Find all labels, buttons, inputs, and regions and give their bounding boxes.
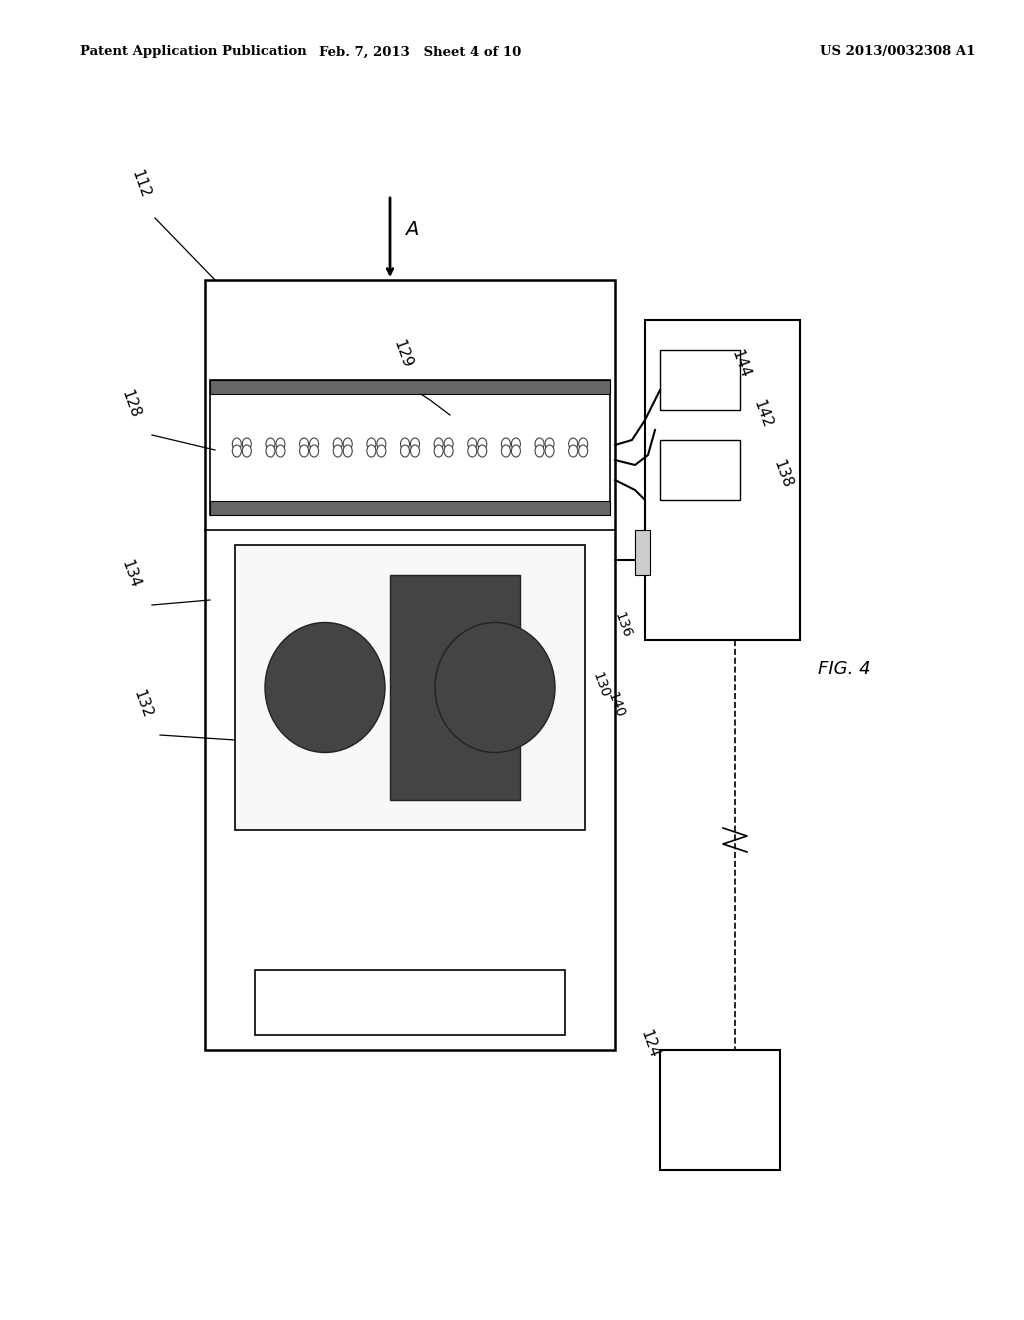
Ellipse shape — [434, 445, 443, 457]
Bar — [635, 531, 650, 576]
Ellipse shape — [536, 438, 544, 450]
Ellipse shape — [243, 445, 251, 457]
Ellipse shape — [536, 445, 544, 457]
Ellipse shape — [232, 445, 242, 457]
Ellipse shape — [502, 438, 510, 450]
Ellipse shape — [468, 445, 477, 457]
Ellipse shape — [411, 438, 420, 450]
Text: 130: 130 — [590, 671, 612, 700]
Ellipse shape — [243, 438, 251, 450]
Text: 136: 136 — [612, 610, 634, 640]
Bar — [210, 380, 610, 515]
Text: US 2013/0032308 A1: US 2013/0032308 A1 — [820, 45, 976, 58]
Ellipse shape — [300, 438, 308, 450]
Ellipse shape — [265, 623, 385, 752]
Ellipse shape — [367, 438, 376, 450]
Ellipse shape — [400, 445, 410, 457]
Text: 134: 134 — [118, 557, 142, 590]
Text: FIG. 4: FIG. 4 — [818, 660, 870, 678]
Bar — [645, 319, 800, 640]
Ellipse shape — [434, 438, 443, 450]
Text: 140: 140 — [605, 690, 627, 719]
Ellipse shape — [343, 445, 352, 457]
Ellipse shape — [400, 438, 410, 450]
Ellipse shape — [343, 438, 352, 450]
Ellipse shape — [309, 438, 318, 450]
Ellipse shape — [468, 438, 477, 450]
Ellipse shape — [232, 438, 242, 450]
Ellipse shape — [568, 445, 578, 457]
Bar — [234, 545, 585, 830]
Text: A: A — [406, 220, 419, 239]
Bar — [660, 350, 740, 411]
Ellipse shape — [333, 438, 342, 450]
Ellipse shape — [444, 438, 454, 450]
Ellipse shape — [579, 445, 588, 457]
Ellipse shape — [275, 438, 285, 450]
Text: Patent Application Publication: Patent Application Publication — [80, 45, 307, 58]
Bar — [210, 502, 610, 515]
Bar — [660, 1049, 780, 1170]
Ellipse shape — [309, 445, 318, 457]
Ellipse shape — [478, 445, 486, 457]
Ellipse shape — [444, 445, 454, 457]
Ellipse shape — [502, 445, 510, 457]
Text: 124: 124 — [637, 1028, 660, 1060]
Ellipse shape — [266, 438, 275, 450]
Text: 144: 144 — [728, 347, 752, 380]
Ellipse shape — [377, 438, 386, 450]
Bar — [205, 280, 615, 1049]
Text: 128: 128 — [118, 388, 142, 420]
Text: 138: 138 — [770, 458, 794, 490]
Text: 142: 142 — [750, 397, 774, 430]
Ellipse shape — [333, 445, 342, 457]
Text: 129: 129 — [390, 338, 414, 370]
Ellipse shape — [275, 445, 285, 457]
Ellipse shape — [367, 445, 376, 457]
Ellipse shape — [300, 445, 308, 457]
Ellipse shape — [545, 438, 554, 450]
Ellipse shape — [266, 445, 275, 457]
Ellipse shape — [411, 445, 420, 457]
Text: 132: 132 — [130, 688, 154, 719]
Bar — [255, 970, 565, 1035]
Bar — [390, 576, 520, 800]
Ellipse shape — [511, 445, 520, 457]
Bar — [210, 380, 610, 393]
Ellipse shape — [545, 445, 554, 457]
Ellipse shape — [579, 438, 588, 450]
Bar — [660, 440, 740, 500]
Ellipse shape — [435, 623, 555, 752]
Ellipse shape — [478, 438, 486, 450]
Text: 112: 112 — [128, 168, 152, 201]
Ellipse shape — [377, 445, 386, 457]
Ellipse shape — [511, 438, 520, 450]
Text: Feb. 7, 2013   Sheet 4 of 10: Feb. 7, 2013 Sheet 4 of 10 — [318, 45, 521, 58]
Ellipse shape — [568, 438, 578, 450]
